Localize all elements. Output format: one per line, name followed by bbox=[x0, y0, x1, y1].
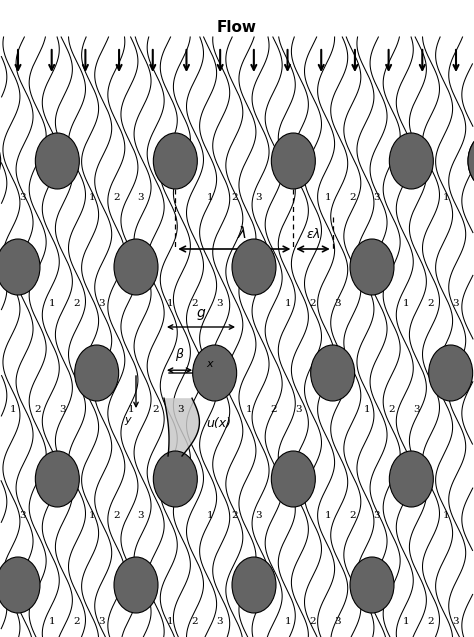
Text: 2: 2 bbox=[113, 511, 119, 520]
Text: 2: 2 bbox=[349, 193, 356, 202]
Text: 3: 3 bbox=[216, 617, 223, 626]
Text: 1: 1 bbox=[324, 511, 331, 520]
Ellipse shape bbox=[468, 133, 474, 189]
Text: 3: 3 bbox=[334, 617, 341, 626]
Text: 1: 1 bbox=[128, 405, 134, 414]
Text: 2: 2 bbox=[191, 299, 198, 308]
Ellipse shape bbox=[428, 345, 473, 401]
Ellipse shape bbox=[389, 133, 433, 189]
Ellipse shape bbox=[192, 345, 237, 401]
Text: 3: 3 bbox=[295, 405, 301, 414]
Text: 1: 1 bbox=[167, 299, 173, 308]
Text: 1: 1 bbox=[206, 511, 213, 520]
Text: 2: 2 bbox=[310, 299, 316, 308]
Ellipse shape bbox=[350, 557, 394, 613]
Text: 1: 1 bbox=[88, 193, 95, 202]
Text: 3: 3 bbox=[20, 193, 27, 202]
Ellipse shape bbox=[153, 133, 197, 189]
Text: $\lambda$: $\lambda$ bbox=[237, 225, 247, 241]
Ellipse shape bbox=[0, 239, 40, 295]
Text: 3: 3 bbox=[137, 511, 144, 520]
Text: 3: 3 bbox=[334, 299, 341, 308]
Text: 2: 2 bbox=[428, 299, 434, 308]
Ellipse shape bbox=[114, 239, 158, 295]
Text: y: y bbox=[124, 415, 131, 425]
Text: 2: 2 bbox=[270, 405, 277, 414]
Text: 3: 3 bbox=[98, 617, 105, 626]
Ellipse shape bbox=[36, 133, 79, 189]
Text: 1: 1 bbox=[442, 193, 449, 202]
Ellipse shape bbox=[36, 451, 79, 507]
Text: 1: 1 bbox=[246, 405, 252, 414]
Ellipse shape bbox=[350, 239, 394, 295]
Text: 2: 2 bbox=[152, 405, 159, 414]
Text: $\varepsilon\lambda$: $\varepsilon\lambda$ bbox=[306, 227, 320, 241]
Text: 2: 2 bbox=[73, 617, 80, 626]
Text: 3: 3 bbox=[413, 405, 419, 414]
Text: 1: 1 bbox=[324, 193, 331, 202]
Ellipse shape bbox=[0, 557, 40, 613]
Text: 2: 2 bbox=[231, 511, 237, 520]
Text: 1: 1 bbox=[9, 405, 16, 414]
Text: 2: 2 bbox=[310, 617, 316, 626]
Text: 1: 1 bbox=[88, 511, 95, 520]
Text: 3: 3 bbox=[452, 299, 459, 308]
Ellipse shape bbox=[271, 133, 315, 189]
Text: 2: 2 bbox=[73, 299, 80, 308]
Text: 1: 1 bbox=[403, 617, 410, 626]
Ellipse shape bbox=[271, 451, 315, 507]
Polygon shape bbox=[164, 398, 200, 456]
Text: 3: 3 bbox=[374, 193, 380, 202]
Text: 1: 1 bbox=[403, 299, 410, 308]
Ellipse shape bbox=[114, 557, 158, 613]
Text: 3: 3 bbox=[452, 617, 459, 626]
Text: 2: 2 bbox=[428, 617, 434, 626]
Ellipse shape bbox=[389, 451, 433, 507]
Text: 2: 2 bbox=[34, 405, 41, 414]
Text: 2: 2 bbox=[388, 405, 395, 414]
Text: 3: 3 bbox=[20, 511, 27, 520]
Text: 1: 1 bbox=[285, 617, 292, 626]
Text: 1: 1 bbox=[364, 405, 370, 414]
Text: 1: 1 bbox=[442, 511, 449, 520]
Text: 2: 2 bbox=[191, 617, 198, 626]
Ellipse shape bbox=[232, 239, 276, 295]
Text: 1: 1 bbox=[49, 617, 55, 626]
Text: 3: 3 bbox=[98, 299, 105, 308]
Ellipse shape bbox=[232, 557, 276, 613]
Text: 2: 2 bbox=[113, 193, 119, 202]
Text: x: x bbox=[206, 359, 213, 369]
Text: 3: 3 bbox=[177, 405, 183, 414]
Ellipse shape bbox=[310, 345, 355, 401]
Text: 3: 3 bbox=[59, 405, 65, 414]
Ellipse shape bbox=[153, 451, 197, 507]
Text: 3: 3 bbox=[255, 193, 262, 202]
Text: 1: 1 bbox=[285, 299, 292, 308]
Text: g: g bbox=[197, 306, 205, 320]
Text: 3: 3 bbox=[137, 193, 144, 202]
Text: $\beta$: $\beta$ bbox=[175, 346, 184, 363]
Text: 1: 1 bbox=[206, 193, 213, 202]
Text: 3: 3 bbox=[374, 511, 380, 520]
Text: 2: 2 bbox=[231, 193, 237, 202]
Text: Flow: Flow bbox=[217, 20, 257, 34]
Text: u(x): u(x) bbox=[206, 417, 231, 429]
Text: 3: 3 bbox=[255, 511, 262, 520]
Text: 1: 1 bbox=[49, 299, 55, 308]
Ellipse shape bbox=[75, 345, 118, 401]
Text: 2: 2 bbox=[349, 511, 356, 520]
Text: 1: 1 bbox=[167, 617, 173, 626]
Ellipse shape bbox=[468, 133, 474, 189]
Text: 3: 3 bbox=[216, 299, 223, 308]
